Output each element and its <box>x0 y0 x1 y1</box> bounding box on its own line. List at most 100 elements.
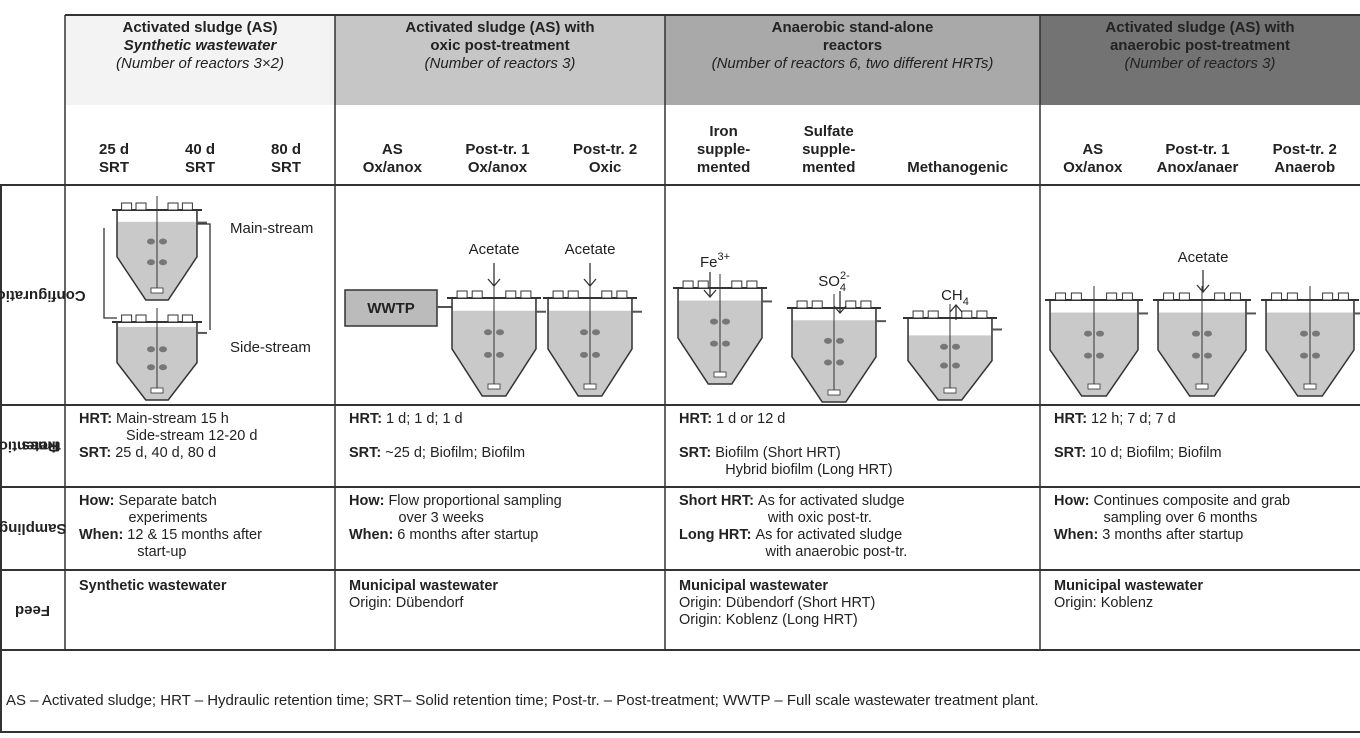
item: SRT: Biofilm (Short HRT) Hybrid biofilm (L… <box>679 445 1040 479</box>
lid-port <box>927 310 939 319</box>
row-label-text: Sampling <box>0 495 66 563</box>
impeller <box>1096 330 1104 337</box>
item: HRT: 1 d; 1 d; 1 d <box>349 411 665 428</box>
lid-port <box>682 280 694 289</box>
pipe <box>103 228 117 319</box>
item: When: 6 months after startup <box>349 527 665 544</box>
item-line: Biofilm (Short HRT) <box>715 445 841 461</box>
chem-label: CH4 <box>941 287 969 308</box>
impeller <box>1312 330 1320 337</box>
reactor-label: Sulfate supple-mented <box>802 123 855 177</box>
item-line: Main-stream 15 h <box>116 411 229 427</box>
diffuser <box>150 387 164 394</box>
item-line: As for activated sludge <box>755 527 903 543</box>
impeller <box>952 362 960 369</box>
item-label: How: <box>1054 493 1090 509</box>
header-title: oxic post-treatment <box>430 37 570 54</box>
item: When: 12 & 15 months after start-up <box>79 527 335 561</box>
impeller <box>1300 330 1308 337</box>
diffuser <box>713 371 727 378</box>
impeller <box>1096 352 1104 359</box>
lid-port <box>912 310 924 319</box>
impeller <box>159 259 167 266</box>
row-label-text: Retentiontimes <box>0 411 61 480</box>
header-cell: Activated sludge (AS) with oxic post-trea… <box>335 15 665 105</box>
item: Short HRT: As for activated sludge with ox… <box>679 493 1040 527</box>
chem-sup: 2- <box>840 270 850 282</box>
reactor-label: 80 d SRT <box>271 141 301 177</box>
reactor-label-line: mented <box>696 159 751 176</box>
lid-port <box>456 290 468 299</box>
item: Long HRT: As for activated sludge with ana… <box>679 527 1040 561</box>
impeller <box>722 340 730 347</box>
reactor-label: Iron supple-mented <box>697 123 750 177</box>
lid-port <box>135 314 147 323</box>
item-lines: 10 d; Biofilm; Biofilm <box>1090 445 1221 462</box>
reactor-label: AS Ox/anox <box>363 141 422 177</box>
item-lines: Main-stream 15 h Side-stream 12-20 d <box>116 411 257 445</box>
lid-port <box>1286 292 1298 301</box>
feed-line: Origin: Koblenz (Long HRT) <box>679 612 858 628</box>
item-lines: As for activated sludge with oxic post-tr… <box>758 493 905 527</box>
arrow-head <box>833 305 847 314</box>
header-cell: Activated sludge (AS) with anaerobic post… <box>1040 15 1360 105</box>
item-line: Side-stream 12-20 d <box>126 428 258 444</box>
impeller <box>147 346 155 353</box>
reactor-label-line: 80 d <box>270 141 301 158</box>
reactor-label-line: 25 d <box>98 141 129 158</box>
diffuser <box>827 389 841 396</box>
row-label-text: Configurations <box>0 242 86 349</box>
reactor-labels: 25 d SRT 40 d SRT 80 d SRT <box>65 105 335 185</box>
reactor-label-line: Sulfate <box>803 123 854 140</box>
item-line: sampling over 6 months <box>1103 510 1258 526</box>
sampling-cell: How: Separate batch experiments When: 12 & 1… <box>65 487 335 570</box>
item-line: 12 h; 7 d; 7 d <box>1091 411 1176 427</box>
chem-sub: 4 <box>963 296 969 308</box>
row-label-line: Sampling <box>0 520 67 537</box>
item: SRT: 10 d; Biofilm; Biofilm <box>1054 445 1360 462</box>
item-label: When: <box>79 527 124 543</box>
item-label: SRT: <box>79 445 112 461</box>
reactor-label-line: Post-tr. 1 <box>465 141 530 158</box>
reactor-label-line: SRT <box>98 159 129 176</box>
arrow-head <box>949 304 963 313</box>
feed-title: Synthetic wastewater <box>79 578 227 594</box>
chem-label: SO42- <box>818 270 850 294</box>
item-line: Continues composite and grab <box>1093 493 1291 509</box>
lid-port <box>811 300 823 309</box>
item-line: with anaerobic post-tr. <box>765 544 908 560</box>
item-label: SRT: <box>349 445 382 461</box>
item-label: HRT: <box>79 411 113 427</box>
item-line: 6 months after startup <box>397 527 539 543</box>
chem-sub: 4 <box>840 282 846 294</box>
reactor-label-line: mented <box>802 159 856 176</box>
item: HRT: Main-stream 15 h Side-stream 12-20 d <box>79 411 335 445</box>
item-line: 1 d or 12 d <box>716 411 786 427</box>
reactor-label-line: SRT <box>184 159 215 176</box>
wwtp-box <box>344 289 438 327</box>
header-bg <box>65 15 335 105</box>
item-label: When: <box>1054 527 1099 543</box>
header-title: Activated sludge (AS) with <box>1105 19 1295 36</box>
header-cell: Anaerobic stand-alone reactors (Number of … <box>665 15 1040 105</box>
lid-port <box>1271 292 1283 301</box>
reactor-label-line: SRT <box>270 159 301 176</box>
reactor-label-line: Iron <box>709 123 738 140</box>
lid-port <box>1121 292 1133 301</box>
item-lines: Flow proportional sampling over 3 weeks <box>388 493 561 527</box>
lid-port <box>1229 292 1241 301</box>
impeller <box>159 238 167 245</box>
arrow-head <box>583 278 597 287</box>
item-label: How: <box>349 493 385 509</box>
acetate-label: Acetate <box>469 241 520 258</box>
item-line: 12 & 15 months after <box>127 527 262 543</box>
impeller <box>824 359 832 366</box>
item-lines: Separate batch experiments <box>118 493 216 527</box>
lid-port <box>746 280 758 289</box>
reactor-label-line: Ox/anox <box>1063 159 1123 176</box>
acetate-label: Acetate <box>1178 249 1229 266</box>
